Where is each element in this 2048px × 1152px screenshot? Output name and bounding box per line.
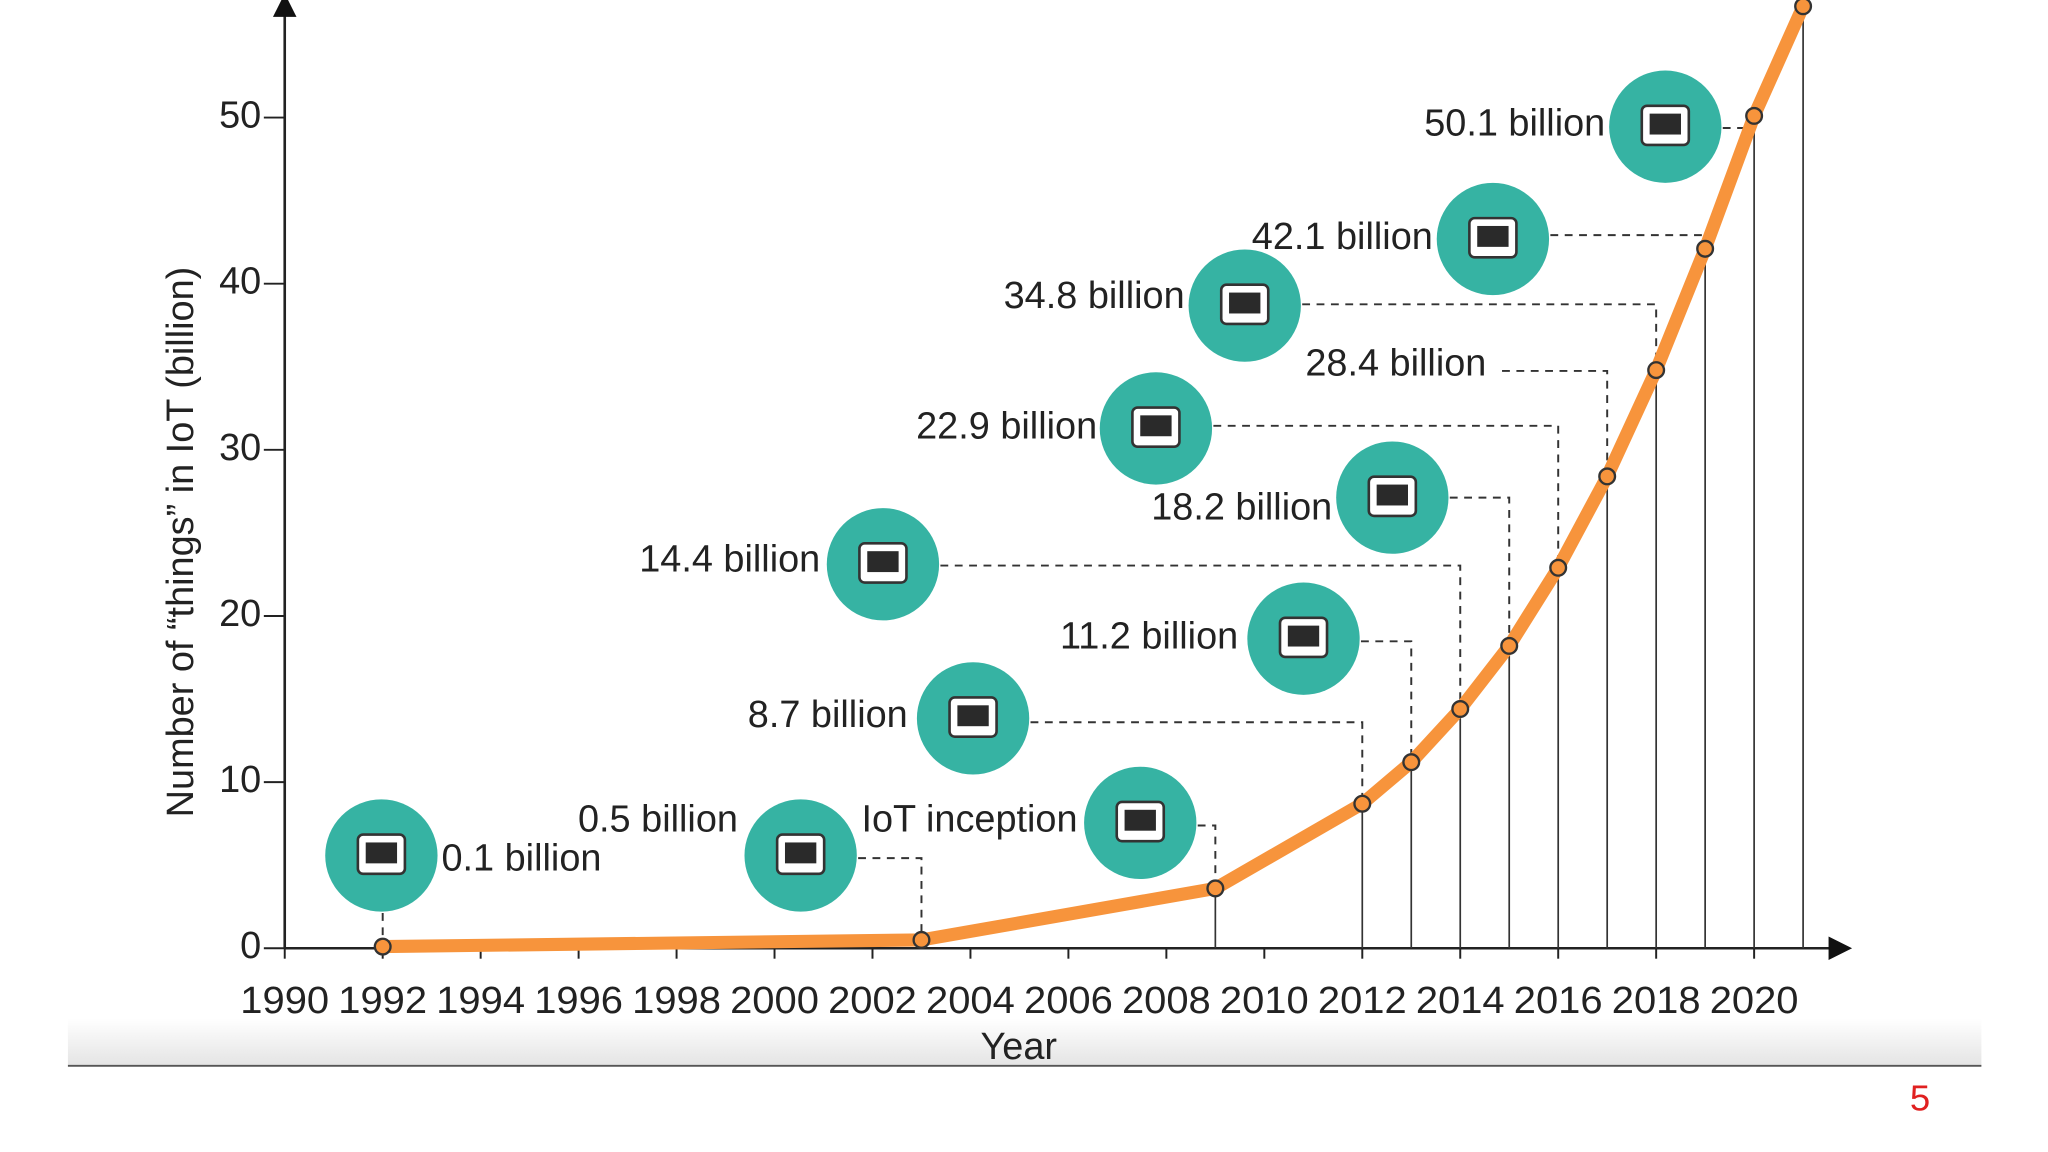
point [1598, 467, 1617, 486]
icon-detail [957, 705, 989, 727]
value-label: 50.1 billion [1424, 102, 1605, 144]
page-number: 5 [1910, 1078, 1930, 1119]
leader-line [1302, 303, 1658, 371]
x-tick-label: 1990 [240, 980, 329, 1022]
point [1549, 558, 1568, 577]
y-axis-arrow [272, 0, 297, 17]
point [1353, 794, 1372, 813]
point [912, 930, 931, 949]
leader-line [1197, 824, 1217, 889]
leader-line [1360, 640, 1413, 763]
x-tick-label: 2006 [1024, 980, 1113, 1022]
point [1745, 106, 1764, 125]
leader-line [1030, 721, 1364, 804]
value-label: 14.4 billion [639, 539, 820, 581]
x-tick-label: 2018 [1612, 980, 1701, 1022]
value-label: 8.7 billion [748, 694, 908, 736]
x-tick-label: 2012 [1318, 980, 1407, 1022]
point [373, 937, 392, 956]
leader-line [1502, 369, 1609, 477]
icon-detail [1477, 225, 1509, 247]
y-axis-title: Number of “things” in IoT (billion) [160, 267, 202, 818]
x-axis-arrow [1828, 936, 1853, 960]
point [1500, 636, 1519, 655]
x-tick-label: 2002 [828, 980, 917, 1022]
point [1794, 0, 1813, 16]
value-label: 42.1 billion [1252, 216, 1433, 258]
y-tick-label: 0 [240, 925, 261, 967]
icon-detail [867, 551, 899, 573]
footer-band [67, 1018, 1982, 1066]
icon-detail [1649, 113, 1681, 135]
x-tick-label: 2016 [1514, 980, 1603, 1022]
icon-detail [365, 842, 398, 864]
icon-detail [1376, 484, 1408, 506]
point [1402, 753, 1421, 772]
x-tick-label: 2004 [926, 980, 1015, 1022]
y-tick-label: 40 [219, 261, 261, 303]
value-label: 28.4 billion [1305, 343, 1486, 385]
x-tick-label: 1992 [338, 980, 427, 1022]
icon-detail [784, 842, 817, 864]
x-tick-label: 1998 [632, 980, 721, 1022]
x-axis-title: Year [981, 1026, 1058, 1068]
x-tick-label: 1994 [436, 980, 525, 1022]
leader-line [1213, 424, 1560, 568]
leader-line [858, 857, 923, 940]
x-tick-label: 1996 [534, 980, 623, 1022]
point [1647, 361, 1666, 380]
y-tick-label: 10 [219, 759, 261, 801]
value-label: 34.8 billion [1004, 275, 1185, 317]
x-tick-label: 2000 [730, 980, 819, 1022]
point [1696, 239, 1715, 258]
icon-detail [1124, 809, 1156, 831]
value-label: 0.5 billion [578, 799, 738, 841]
value-label: 22.9 billion [916, 405, 1097, 447]
y-tick-label: 20 [219, 593, 261, 635]
point [1206, 879, 1225, 898]
x-tick-label: 2008 [1122, 980, 1211, 1022]
icon-detail [1140, 415, 1172, 437]
leader-line [940, 564, 1462, 710]
x-tick-label: 2014 [1416, 980, 1505, 1022]
value-label: 11.2 billion [1060, 616, 1238, 658]
point [1451, 699, 1470, 719]
y-tick-label: 50 [219, 95, 261, 137]
value-label: 0.1 billion [441, 838, 601, 880]
value-label: 18.2 billion [1151, 486, 1332, 528]
y-tick-label: 30 [219, 427, 261, 469]
leader-line [1449, 496, 1511, 646]
icon-detail [1287, 625, 1320, 647]
x-tick-label: 2010 [1220, 980, 1309, 1022]
leader-line [1550, 234, 1707, 249]
x-tick-label: 2020 [1710, 980, 1799, 1022]
icon-detail [1229, 292, 1261, 314]
value-label: IoT inception [861, 799, 1077, 841]
